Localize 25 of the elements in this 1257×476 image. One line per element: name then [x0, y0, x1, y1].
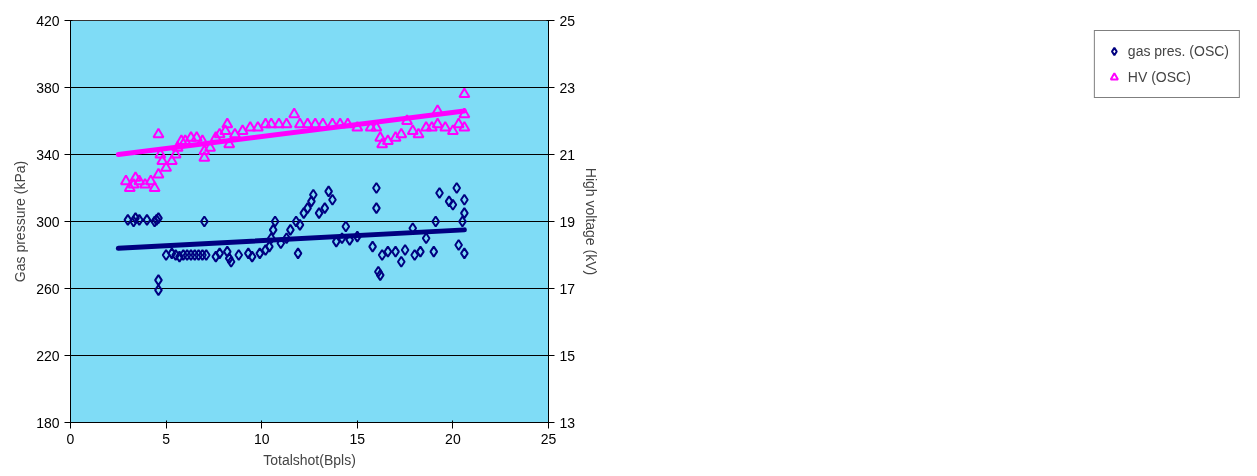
x-tick-label: 10 [253, 430, 270, 447]
y2-tick-label: 17 [559, 280, 576, 297]
x-tick-label: 20 [445, 430, 461, 447]
x-tick-label: 5 [162, 430, 171, 447]
y-axis-title: Gas pressure (kPa) [12, 160, 29, 283]
y-tick-label: 420 [36, 12, 60, 29]
x-axis-title: Totalshot(Bpls) [263, 451, 356, 468]
legend-label: HV (OSC) [1127, 69, 1191, 85]
y2-tick-label: 13 [559, 414, 576, 431]
y-tick-label: 300 [36, 213, 60, 230]
x-tick-label: 15 [349, 430, 366, 447]
y-tick-label: 260 [36, 280, 60, 297]
y-tick-label: 340 [36, 146, 60, 163]
y2-tick-label: 19 [559, 213, 576, 230]
y-tick-label: 180 [36, 414, 60, 431]
y2-tick-label: 21 [559, 146, 576, 163]
y-tick-label: 220 [36, 347, 60, 364]
y-tick-label: 380 [36, 79, 60, 96]
y2-tick-label: 15 [559, 347, 576, 364]
x-tick-label: 0 [66, 430, 75, 447]
x-tick-label: 25 [540, 430, 557, 447]
legend-label: gas pres. (OSC) [1127, 43, 1229, 59]
y2-tick-label: 23 [559, 79, 576, 96]
y2-tick-label: 25 [559, 12, 576, 29]
y2-axis-title: High voltage (kV) [583, 167, 600, 276]
